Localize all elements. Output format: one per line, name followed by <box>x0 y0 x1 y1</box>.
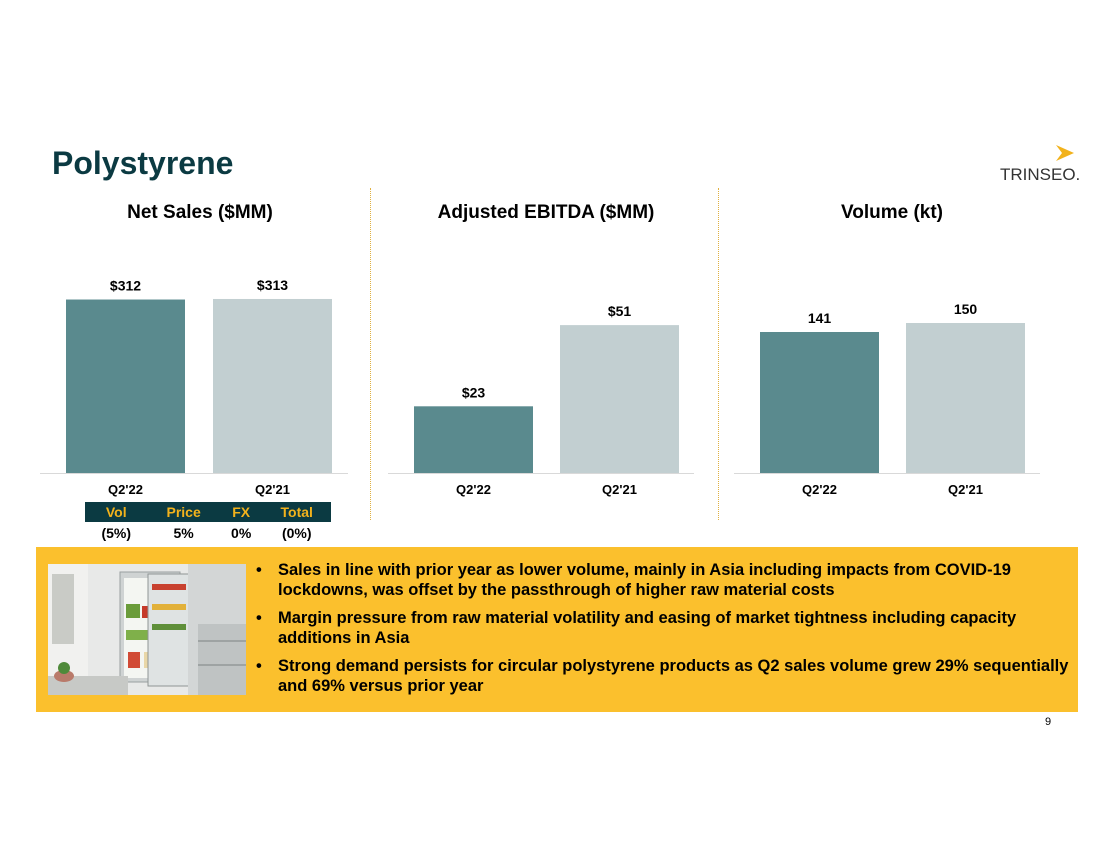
chart-divider <box>370 188 371 520</box>
bullet-glyph: • <box>256 657 262 675</box>
data-label: 150 <box>954 301 978 317</box>
summary-bullets: • Sales in line with prior year as lower… <box>256 560 1072 704</box>
bar <box>560 325 679 473</box>
bridge-value-fx: 0% <box>231 525 252 541</box>
data-label: 141 <box>808 310 832 326</box>
x-tick-label: Q2'22 <box>802 482 837 497</box>
bar <box>760 332 879 473</box>
bullet-glyph: • <box>256 609 262 627</box>
bullet-text: Margin pressure from raw material volati… <box>278 609 1017 647</box>
data-label: $23 <box>462 384 486 400</box>
x-tick-label: Q2'21 <box>602 482 637 497</box>
bar-charts: $312 Q2'22 $313 Q2'21 $23 Q2'22 $51 Q2'21 141 Q2'… <box>40 277 1040 497</box>
bridge-value-row: (5%) 5% 0% (0%) <box>85 522 331 544</box>
bullet-text: Sales in line with prior year as lower v… <box>278 561 1011 599</box>
trinseo-logo: TRINSEO. <box>998 145 1081 185</box>
page-title: Polystyrene <box>52 145 234 181</box>
bridge-header-row: Vol Price FX Total <box>85 502 331 522</box>
x-tick-label: Q2'21 <box>948 482 983 497</box>
volume-title: Volume (kt) <box>840 202 944 223</box>
bullet-item: • Sales in line with prior year as lower… <box>256 560 1072 600</box>
bridge-value-vol: (5%) <box>101 525 131 541</box>
logo-arrow-icon <box>1056 145 1074 161</box>
bullet-item: • Strong demand persists for circular po… <box>256 656 1072 696</box>
page-number: 9 <box>1045 716 1052 728</box>
bridge-value-price: 5% <box>173 525 194 541</box>
bullet-glyph: • <box>256 561 262 579</box>
bullet-item: • Margin pressure from raw material vola… <box>256 608 1072 648</box>
net-sales-title: Net Sales ($MM) <box>127 202 273 223</box>
x-tick-label: Q2'22 <box>108 482 143 497</box>
bar <box>414 406 533 473</box>
bar <box>66 299 185 473</box>
kitchen-refrigerator-image <box>48 564 246 695</box>
bridge-header-price: Price <box>147 502 220 522</box>
bridge-header-fx: FX <box>219 502 263 522</box>
ebitda-title: Adjusted EBITDA ($MM) <box>437 202 655 223</box>
bar <box>213 298 332 473</box>
data-label: $312 <box>110 278 141 294</box>
bar <box>906 323 1025 473</box>
bridge-header-total: Total <box>262 502 331 522</box>
logo-text: TRINSEO. <box>1000 165 1081 184</box>
x-tick-label: Q2'21 <box>255 482 290 497</box>
bridge-value-total: (0%) <box>281 525 312 541</box>
bridge-header-vol: Vol <box>85 502 148 522</box>
data-label: $313 <box>257 277 288 293</box>
bullet-text: Strong demand persists for circular poly… <box>278 657 1069 695</box>
data-label: $51 <box>608 303 632 319</box>
net-sales-bridge-table: Vol Price FX Total (5%) 5% 0% (0%) <box>85 502 331 544</box>
chart-divider <box>718 188 719 520</box>
x-tick-label: Q2'22 <box>456 482 491 497</box>
